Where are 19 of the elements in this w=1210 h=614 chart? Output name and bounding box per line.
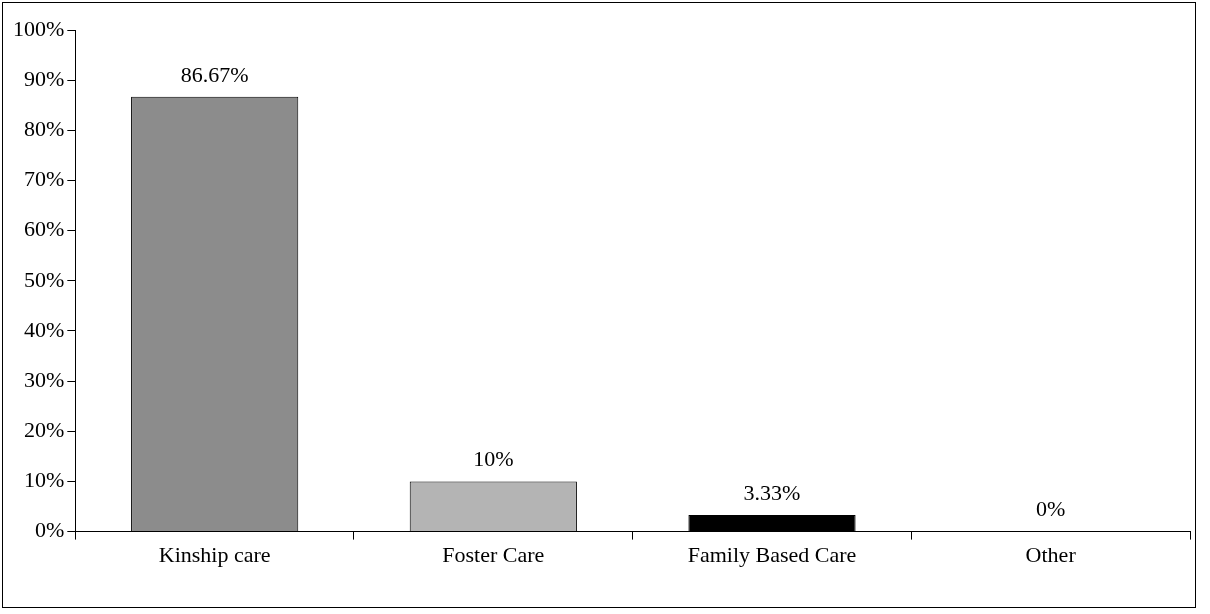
x-tick-label: Kinship care — [158, 541, 271, 567]
y-tick-label: 100% — [13, 15, 65, 41]
y-tick-label: 60% — [24, 216, 65, 242]
x-tick-label: Other — [1025, 541, 1077, 567]
y-tick-label: 20% — [24, 417, 65, 443]
y-tick-label: 80% — [24, 116, 65, 142]
y-tick-label: 10% — [24, 467, 65, 493]
data-label: 86.67% — [180, 61, 249, 87]
y-tick-label: 40% — [24, 316, 65, 342]
y-tick-label: 30% — [24, 366, 65, 392]
y-tick-label: 90% — [24, 65, 65, 91]
data-label: 3.33% — [743, 479, 801, 505]
x-tick-label: Family Based Care — [687, 541, 857, 567]
data-label: 0% — [1036, 496, 1066, 522]
y-tick-label: 0% — [35, 517, 65, 543]
data-label: 10% — [473, 446, 514, 472]
y-tick-label: 70% — [24, 166, 65, 192]
x-tick-label: Foster Care — [442, 541, 545, 567]
y-tick-label: 50% — [24, 266, 65, 292]
